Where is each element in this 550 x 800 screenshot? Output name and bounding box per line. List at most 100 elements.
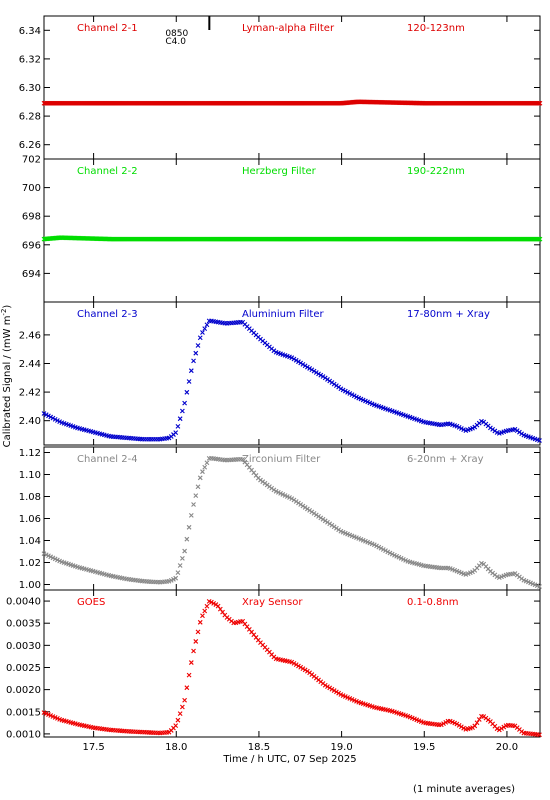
y-tick-label: 0.0010 [6, 729, 41, 740]
data-point [289, 355, 295, 361]
data-point [512, 426, 518, 432]
data-point [182, 697, 188, 703]
data-point [499, 726, 504, 731]
y-axis-label-exponent: -2 [0, 309, 8, 316]
series-1 [41, 99, 543, 106]
data-point [300, 361, 306, 367]
data-point [191, 648, 196, 654]
data-point [188, 368, 194, 374]
data-point [338, 386, 344, 392]
data-point [313, 370, 319, 375]
x-tick-label: 20.0 [496, 742, 518, 753]
data-point [331, 688, 337, 693]
y-tick-label: 696 [22, 240, 41, 251]
data-point [309, 367, 315, 373]
panel-filter-label: Lyman-alpha Filter [242, 23, 335, 34]
data-point [175, 717, 181, 723]
data-point [454, 721, 460, 727]
series-3 [41, 318, 542, 443]
data-point [179, 704, 185, 710]
data-point [195, 629, 201, 635]
data-point [537, 732, 542, 738]
series-5 [41, 599, 542, 738]
data-point [536, 236, 542, 242]
data-point [307, 366, 312, 371]
y-tick-label: 6.30 [19, 83, 41, 94]
data-point [193, 493, 199, 499]
data-point [186, 672, 192, 678]
y-tick-label: 694 [22, 269, 41, 280]
y-tick-label: 700 [22, 183, 41, 194]
data-point [202, 608, 208, 614]
y-tick-label: 2.42 [19, 388, 41, 399]
y-tick-label: 0.0025 [6, 663, 41, 674]
panel-frame [43, 158, 541, 303]
x-tick-label: 19.0 [330, 742, 352, 753]
data-point [182, 400, 188, 406]
data-point [200, 330, 205, 335]
data-point [296, 359, 301, 365]
data-point [318, 372, 324, 378]
data-point [197, 475, 203, 481]
data-point [336, 690, 342, 696]
y-tick-label: 0.0035 [6, 619, 41, 630]
panel-5: 0.0010 0.0015 0.0020 0.0025 0.0030 0.0035 0.00… [6, 589, 542, 753]
data-point [191, 502, 196, 507]
panel-filter-label: Zirconium Filter [242, 454, 321, 465]
data-point [325, 684, 330, 689]
panel-channel-label: Channel 2-3 [77, 309, 138, 320]
data-point [197, 619, 203, 625]
data-point [166, 435, 172, 441]
data-point [519, 431, 525, 437]
panel-frame [43, 15, 541, 160]
data-point [327, 685, 333, 691]
chart-panels: 6.26 6.28 6.30 6.32 6.34 Channel 2-1 Lyman-alp… [6, 15, 543, 753]
data-point [173, 575, 179, 581]
data-point [202, 326, 208, 331]
data-point [291, 660, 297, 666]
y-axis-label-end: ) [2, 305, 13, 309]
panel-4: 1.00 1.02 1.04 1.06 1.08 1.10 1.12 Channel 2-4 Z… [19, 446, 542, 591]
panel-frame [43, 589, 541, 738]
panel-channel-label: Channel 2-4 [77, 454, 138, 465]
data-point [537, 100, 543, 106]
data-point [188, 513, 194, 518]
data-point [204, 603, 210, 609]
data-point [470, 425, 475, 431]
data-point [496, 727, 502, 733]
data-point [191, 358, 196, 364]
x-axis-label: Time / h UTC, 07 Sep 2025 [222, 754, 356, 765]
panel-3: 2.40 2.42 2.44 2.46 Channel 2-3 Aluminium Fil… [19, 301, 542, 446]
data-point [322, 682, 328, 688]
data-point [188, 660, 194, 665]
data-point [304, 364, 310, 370]
data-point [298, 360, 304, 366]
data-point [476, 717, 482, 722]
data-point [289, 496, 295, 501]
y-tick-label: 1.04 [19, 536, 41, 547]
data-point [193, 350, 199, 356]
panel-band-label: 190-222nm [407, 166, 465, 177]
flare-class-label: C4.0 [165, 37, 186, 47]
data-point [291, 356, 297, 362]
data-point [311, 368, 317, 374]
y-tick-label: 702 [22, 155, 41, 166]
panel-filter-label: Aluminium Filter [242, 309, 325, 320]
panel-filter-label: Xray Sensor [242, 597, 303, 608]
data-point [494, 726, 500, 732]
data-point [186, 524, 192, 530]
y-tick-label: 698 [22, 212, 41, 223]
data-point [296, 663, 301, 669]
panel-filter-label: Herzberg Filter [242, 166, 317, 177]
data-point [173, 430, 179, 436]
y-axis-label-main: Calibrated Signal / (mW m [2, 316, 13, 448]
data-point [184, 685, 190, 691]
panel-channel-label: GOES [77, 597, 105, 608]
y-tick-label: 1.10 [19, 470, 41, 481]
panel-band-label: 6-20nm + Xray [407, 454, 484, 465]
series-2 [41, 235, 543, 242]
data-point [300, 666, 306, 671]
panel-band-label: 0.1-0.8nm [407, 597, 459, 608]
y-tick-label: 0.0040 [6, 597, 41, 608]
data-point [204, 460, 210, 466]
